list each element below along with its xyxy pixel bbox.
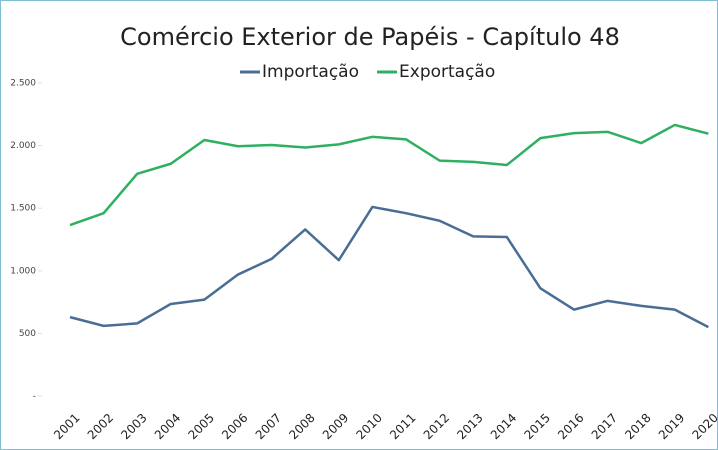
y-tick-label: 1.500 [10, 204, 36, 214]
y-tick-label: 500 [19, 329, 36, 339]
y-tick-label: 2.500 [10, 79, 36, 89]
y-tick-label: - [33, 392, 36, 402]
legend-label: Exportação [399, 62, 495, 82]
legend-label: Importação [262, 62, 359, 82]
y-tick-label: 2.000 [10, 141, 36, 151]
legend: Importação Exportação [240, 62, 495, 82]
series-line [69, 123, 709, 227]
series-line [69, 205, 709, 329]
chart-title: Comércio Exterior de Papéis - Capítulo 4… [120, 23, 620, 51]
y-tick-label: 1.000 [10, 266, 36, 276]
